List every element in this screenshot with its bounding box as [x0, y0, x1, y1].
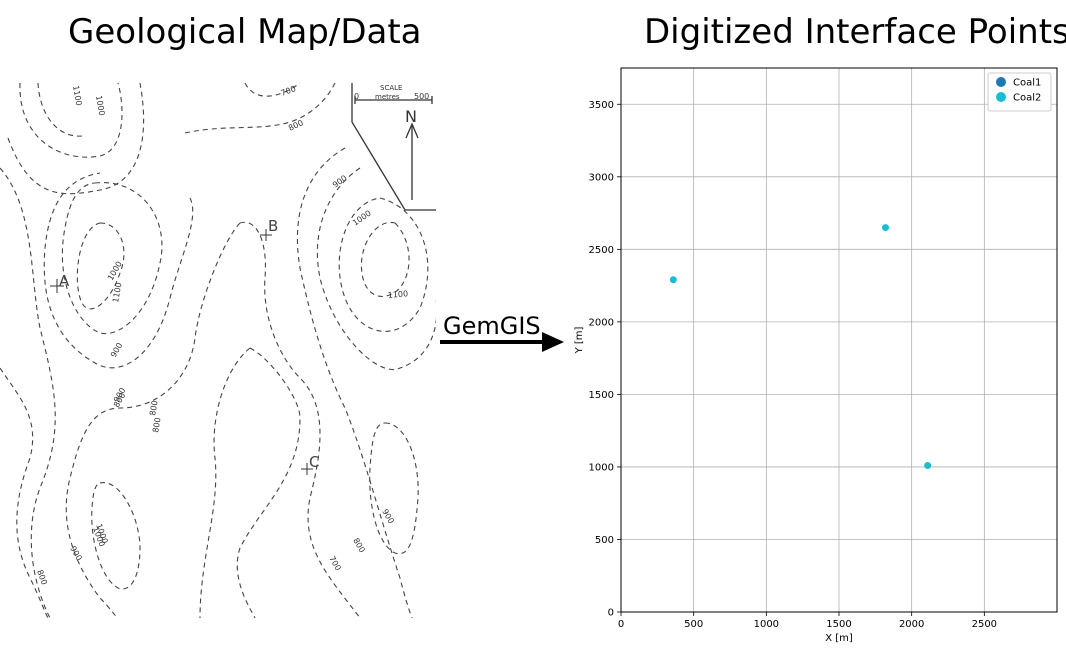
x-tick-label: 2500 [972, 619, 997, 630]
y-tick-label: 1500 [589, 390, 614, 401]
map-title: Geological Map/Data [68, 12, 422, 52]
y-tick-label: 3500 [589, 100, 614, 111]
point-label-b: B [268, 217, 278, 235]
gemgis-arrow: GemGIS [440, 312, 570, 360]
x-tick-label: 500 [684, 619, 703, 630]
y-tick-label: 2500 [589, 245, 614, 256]
y-tick-label: 0 [608, 608, 614, 619]
contour-label: 1100 [111, 282, 123, 304]
arrow-label: GemGIS [443, 312, 541, 340]
point-label-c: C [309, 453, 319, 471]
data-point-coal2 [669, 276, 677, 284]
legend-marker-coal2 [996, 92, 1006, 102]
x-tick-label: 2000 [899, 619, 924, 630]
contour-label: 1100 [71, 85, 83, 107]
y-axis-label: Y [m] [574, 326, 585, 354]
contour-label: 1100 [387, 289, 408, 300]
y-tick-label: 3000 [589, 172, 614, 183]
chart-title: Digitized Interface Points [644, 12, 1066, 52]
north-label: N [405, 107, 417, 126]
x-tick-label: 0 [618, 619, 624, 630]
contour-label: 800 [148, 400, 160, 417]
contour-label: 1000 [94, 95, 106, 117]
scale-units: metres [375, 93, 400, 101]
y-tick-label: 2000 [589, 317, 614, 328]
x-tick-label: 1500 [826, 619, 851, 630]
point-label-a: A [59, 272, 70, 290]
x-tick-label: 1000 [754, 619, 779, 630]
scale-start: 0 [354, 92, 359, 101]
legend-label-coal2: Coal2 [1013, 93, 1041, 104]
geological-map: SCALE metres 0 500 N A B C 1100 1000 700… [0, 78, 438, 619]
legend-label-coal1: Coal1 [1013, 78, 1041, 89]
y-tick-label: 1000 [589, 462, 614, 473]
scale-end: 500 [414, 92, 429, 101]
data-point-coal2 [882, 224, 890, 232]
chart-legend: Coal1 Coal2 [987, 72, 1052, 112]
legend-marker-coal1 [996, 77, 1006, 87]
y-tick-label: 500 [595, 535, 614, 546]
data-point-coal2 [924, 461, 932, 469]
scale-label: SCALE [380, 84, 402, 92]
x-axis-label: X [m] [825, 633, 853, 644]
contour-label: 800 [151, 417, 163, 434]
